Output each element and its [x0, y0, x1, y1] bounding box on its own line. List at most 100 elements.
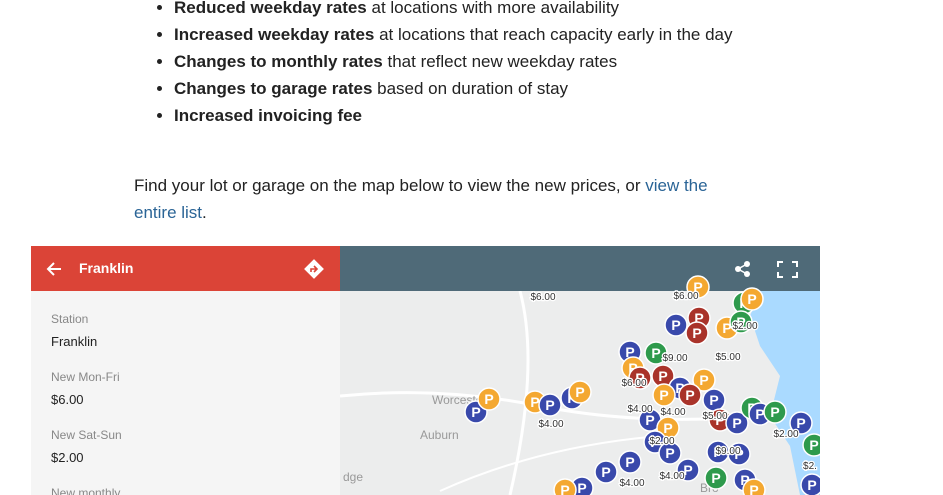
- marker-label: P: [734, 446, 743, 462]
- bullet-bold: Changes to garage rates: [174, 79, 373, 98]
- price-label: $4.00: [659, 471, 684, 482]
- marker-label: P: [651, 345, 660, 361]
- price-label: $9.00: [715, 446, 740, 457]
- parking-marker[interactable]: P: [553, 478, 577, 495]
- marker-label: P: [658, 368, 667, 384]
- marker-label: P: [807, 477, 816, 493]
- parking-marker[interactable]: P: [704, 466, 728, 490]
- marker-label: P: [628, 360, 637, 376]
- marker-label: P: [715, 412, 724, 428]
- parking-marker[interactable]: P: [727, 442, 751, 466]
- marker-label: P: [683, 462, 692, 478]
- bullet-list: Reduced weekday rates at locations with …: [134, 0, 774, 129]
- marker-circle: [685, 321, 709, 345]
- parking-marker[interactable]: P: [742, 478, 766, 495]
- parking-marker[interactable]: P: [763, 400, 787, 424]
- price-label: $9.00: [662, 353, 687, 364]
- field-label: Station: [51, 312, 89, 326]
- marker-circle: [740, 287, 764, 311]
- field-value: $2.00: [51, 450, 84, 465]
- marker-label: P: [732, 415, 741, 431]
- marker-circle: [800, 473, 820, 495]
- sidebar: Franklin Station Franklin New Mon-Fri $6.00…: [31, 246, 340, 495]
- bullet-text: based on duration of stay: [372, 79, 569, 98]
- parking-marker[interactable]: P: [628, 366, 652, 390]
- parking-marker[interactable]: P: [702, 388, 726, 412]
- price-label: $4.00: [627, 404, 652, 415]
- parking-marker[interactable]: P: [685, 321, 709, 345]
- marker-circle: [618, 450, 642, 474]
- back-arrow[interactable]: [45, 260, 63, 278]
- price-label: $5.00: [702, 411, 727, 422]
- place-label: Auburn: [420, 428, 459, 442]
- field: New Sat-Sun $2.00: [31, 428, 340, 465]
- parking-marker[interactable]: P: [658, 441, 682, 465]
- marker-circle: [477, 387, 501, 411]
- parking-marker[interactable]: P: [568, 380, 592, 404]
- marker-label: P: [711, 470, 720, 486]
- price-label: $6.00: [530, 292, 555, 303]
- parking-marker[interactable]: P: [692, 368, 716, 392]
- parking-marker[interactable]: P: [664, 313, 688, 337]
- price-label: $4.00: [660, 407, 685, 418]
- fullscreen-icon[interactable]: [777, 261, 798, 278]
- price-label: $6.00: [673, 291, 698, 302]
- parking-marker[interactable]: P: [686, 275, 710, 299]
- marker-circle: [742, 478, 766, 495]
- parking-marker[interactable]: P: [789, 411, 813, 435]
- marker-circle: [628, 366, 652, 390]
- marker-label: P: [665, 445, 674, 461]
- fields: Station Franklin New Mon-Fri $6.00 New Sat-S…: [31, 312, 340, 495]
- parking-marker[interactable]: P: [538, 393, 562, 417]
- parking-marker[interactable]: P: [652, 383, 676, 407]
- parking-marker[interactable]: P: [644, 341, 668, 365]
- field-value: Franklin: [51, 334, 98, 349]
- bullet-text: at locations that reach capacity early i…: [374, 25, 733, 44]
- map-widget: Franklin Station Franklin New Mon-Fri $6.00…: [31, 246, 820, 495]
- bullet: Changes to monthly rates that reflect ne…: [174, 48, 774, 75]
- parking-marker[interactable]: P: [725, 411, 749, 435]
- parking-marker[interactable]: P: [706, 440, 730, 464]
- parking-marker[interactable]: P: [802, 433, 820, 457]
- parking-marker[interactable]: P: [740, 287, 764, 311]
- marker-circle: [652, 383, 676, 407]
- field: New monthly: [31, 486, 340, 495]
- marker-circle: [664, 313, 688, 337]
- field-value: $6.00: [51, 392, 84, 407]
- marker-label: P: [671, 317, 680, 333]
- price-label: $4.00: [538, 419, 563, 430]
- marker-circle: [538, 393, 562, 417]
- marker-circle: [763, 400, 787, 424]
- price-label: $4.00: [619, 478, 644, 489]
- parking-marker[interactable]: P: [729, 310, 753, 334]
- bullet: Increased weekday rates at locations tha…: [174, 21, 774, 48]
- field-label: New Mon-Fri: [51, 370, 120, 384]
- directions-icon[interactable]: [303, 258, 325, 280]
- parking-marker[interactable]: P: [477, 387, 501, 411]
- marker-label: P: [685, 387, 694, 403]
- list-link[interactable]: view the entire list: [134, 176, 708, 222]
- marker-circle: [678, 383, 702, 407]
- marker-label: P: [625, 454, 634, 470]
- paragraph: Find your lot or garage on the map below…: [134, 172, 724, 226]
- parking-marker[interactable]: P: [594, 460, 618, 484]
- marker-circle: [692, 368, 716, 392]
- marker-label: P: [796, 415, 805, 431]
- parking-marker[interactable]: P: [800, 473, 820, 495]
- parking-marker[interactable]: P: [676, 458, 700, 482]
- field: New Mon-Fri $6.00: [31, 370, 340, 407]
- price-label: $5.00: [715, 352, 740, 363]
- map: WorcesterAuburndgeBroMaPPPPPPPPPPPPPPPPP…: [340, 246, 820, 495]
- marker-label: P: [693, 279, 702, 295]
- marker-label: P: [601, 464, 610, 480]
- field-label: New Sat-Sun: [51, 428, 122, 442]
- bullet-bold: Increased invoicing fee: [174, 106, 363, 125]
- parking-marker[interactable]: P: [678, 383, 702, 407]
- marker-label: P: [694, 310, 703, 326]
- parking-marker[interactable]: P: [618, 450, 642, 474]
- share-icon[interactable]: [735, 261, 750, 277]
- marker-label: P: [560, 482, 569, 495]
- sidebar-header: Franklin: [31, 246, 340, 291]
- marker-label: P: [530, 394, 539, 410]
